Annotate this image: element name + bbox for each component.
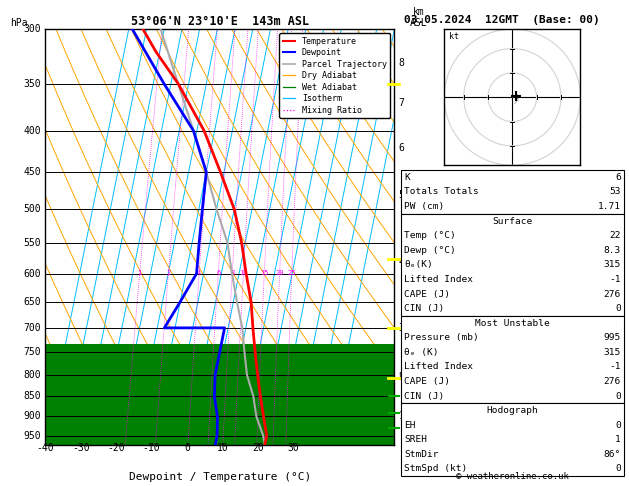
- Text: 0: 0: [615, 392, 621, 400]
- Text: 3: 3: [399, 323, 404, 333]
- Text: -1: -1: [610, 363, 621, 371]
- Text: 15: 15: [260, 270, 269, 276]
- Text: 500: 500: [23, 204, 41, 214]
- Text: 315: 315: [604, 348, 621, 357]
- Text: 10: 10: [216, 443, 228, 453]
- Text: K: K: [404, 173, 410, 182]
- Text: 6: 6: [216, 270, 220, 276]
- Text: 8.3: 8.3: [604, 246, 621, 255]
- Text: 600: 600: [23, 269, 41, 278]
- Text: 8: 8: [399, 58, 404, 68]
- Text: 276: 276: [604, 377, 621, 386]
- Text: 30: 30: [287, 443, 299, 453]
- Text: 950: 950: [23, 431, 41, 440]
- Text: 53: 53: [610, 188, 621, 196]
- Text: 300: 300: [23, 24, 41, 34]
- Text: Most Unstable: Most Unstable: [475, 319, 550, 328]
- Text: 22: 22: [610, 231, 621, 240]
- Text: CAPE (J): CAPE (J): [404, 290, 450, 298]
- Text: 850: 850: [23, 391, 41, 401]
- Text: Pressure (mb): Pressure (mb): [404, 333, 479, 342]
- Text: 5: 5: [399, 190, 404, 200]
- Text: CAPE (J): CAPE (J): [404, 377, 450, 386]
- Text: 550: 550: [23, 238, 41, 248]
- Text: 400: 400: [23, 125, 41, 136]
- Text: Surface: Surface: [493, 217, 532, 226]
- Text: 0: 0: [615, 421, 621, 430]
- Text: 276: 276: [604, 290, 621, 298]
- Text: 0: 0: [184, 443, 190, 453]
- Text: 2: 2: [399, 372, 404, 382]
- Text: Totals Totals: Totals Totals: [404, 188, 479, 196]
- Text: 1.71: 1.71: [598, 202, 621, 211]
- Text: Dewp (°C): Dewp (°C): [404, 246, 456, 255]
- Text: StmDir: StmDir: [404, 450, 439, 459]
- Text: -30: -30: [72, 443, 89, 453]
- Text: Mixing Ratio (g/kg): Mixing Ratio (g/kg): [435, 181, 445, 293]
- Text: SREH: SREH: [404, 435, 428, 444]
- Text: -10: -10: [143, 443, 160, 453]
- Text: 1: 1: [138, 270, 142, 276]
- Text: PW (cm): PW (cm): [404, 202, 445, 211]
- Text: CIN (J): CIN (J): [404, 392, 445, 400]
- Text: 4: 4: [197, 270, 201, 276]
- Text: θₑ (K): θₑ (K): [404, 348, 439, 357]
- Text: hPa: hPa: [10, 18, 28, 28]
- Text: 03.05.2024  12GMT  (Base: 00): 03.05.2024 12GMT (Base: 00): [404, 15, 599, 25]
- Text: Lifted Index: Lifted Index: [404, 363, 474, 371]
- Legend: Temperature, Dewpoint, Parcel Trajectory, Dry Adiabat, Wet Adiabat, Isotherm, Mi: Temperature, Dewpoint, Parcel Trajectory…: [279, 34, 390, 118]
- Text: 20: 20: [276, 270, 284, 276]
- Text: 995: 995: [604, 333, 621, 342]
- Text: θₑ(K): θₑ(K): [404, 260, 433, 269]
- Text: Hodograph: Hodograph: [486, 406, 538, 415]
- Text: Temp (°C): Temp (°C): [404, 231, 456, 240]
- Text: 700: 700: [23, 323, 41, 333]
- Text: 8: 8: [230, 270, 235, 276]
- Text: 86°: 86°: [604, 450, 621, 459]
- Text: 1: 1: [615, 435, 621, 444]
- Text: Lifted Index: Lifted Index: [404, 275, 474, 284]
- Text: 4: 4: [399, 257, 404, 267]
- Text: -20: -20: [108, 443, 125, 453]
- Text: 650: 650: [23, 297, 41, 307]
- Text: LCL: LCL: [399, 373, 414, 382]
- Text: 6: 6: [615, 173, 621, 182]
- Text: -40: -40: [36, 443, 54, 453]
- Text: km
ASL: km ASL: [410, 7, 428, 28]
- Text: 900: 900: [23, 412, 41, 421]
- Text: CIN (J): CIN (J): [404, 304, 445, 313]
- Text: StmSpd (kt): StmSpd (kt): [404, 465, 468, 473]
- Text: 7: 7: [399, 98, 404, 108]
- Text: 350: 350: [23, 79, 41, 88]
- Text: 53°06'N 23°10'E  143m ASL: 53°06'N 23°10'E 143m ASL: [131, 16, 309, 28]
- Text: 800: 800: [23, 370, 41, 380]
- Text: 450: 450: [23, 167, 41, 177]
- Text: 20: 20: [252, 443, 264, 453]
- Text: © weatheronline.co.uk: © weatheronline.co.uk: [456, 472, 569, 481]
- Text: -1: -1: [610, 275, 621, 284]
- Text: kt: kt: [449, 32, 459, 41]
- Text: 6: 6: [399, 143, 404, 153]
- Text: 10: 10: [239, 270, 248, 276]
- Text: 2: 2: [166, 270, 170, 276]
- Text: 0: 0: [615, 304, 621, 313]
- Text: 1: 1: [399, 412, 404, 421]
- Text: 315: 315: [604, 260, 621, 269]
- Text: Dewpoint / Temperature (°C): Dewpoint / Temperature (°C): [129, 472, 311, 482]
- Text: 0: 0: [615, 465, 621, 473]
- Text: 25: 25: [287, 270, 296, 276]
- Text: EH: EH: [404, 421, 416, 430]
- Text: 750: 750: [23, 347, 41, 357]
